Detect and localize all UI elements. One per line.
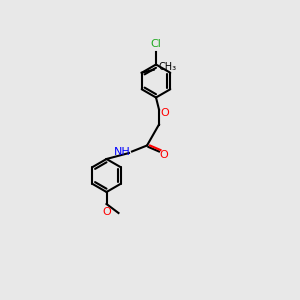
Text: NH: NH	[114, 146, 130, 157]
Text: O: O	[102, 207, 111, 217]
Text: Cl: Cl	[151, 40, 161, 50]
Text: CH₃: CH₃	[158, 62, 176, 72]
Text: O: O	[160, 108, 169, 118]
Text: O: O	[159, 150, 168, 160]
